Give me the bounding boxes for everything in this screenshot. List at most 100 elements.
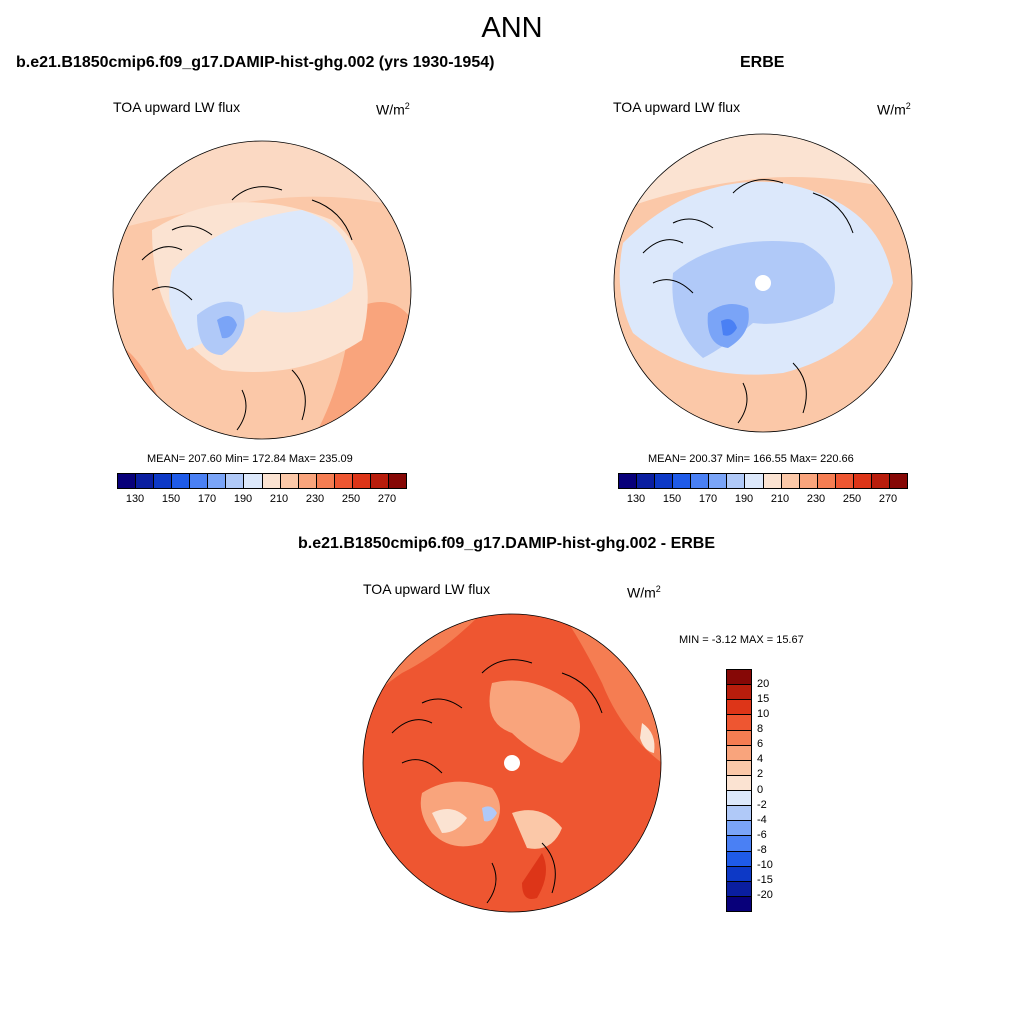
panel2-colorbar-box	[709, 474, 728, 488]
panel1-colorbar-tick-label: 230	[305, 493, 325, 505]
panel1-colorbar-box	[262, 474, 281, 488]
panel3-colorbar-box	[727, 836, 751, 852]
panel2-colorbar-box	[691, 474, 710, 488]
panel1-colorbar-box	[316, 474, 335, 488]
panel3-colorbar-box	[727, 745, 751, 761]
panel2-stats: MEAN= 200.37 Min= 166.55 Max= 220.66	[648, 453, 854, 465]
panel3-colorbar-tick-label: 0	[757, 783, 764, 796]
panel3-colorbar-tick-label: 2	[757, 768, 764, 781]
panel3-colorbar-box	[727, 866, 751, 882]
panel3-colorbar-tick-label: -2	[757, 798, 767, 811]
panel3-colorbar-tick-label: -20	[757, 888, 773, 901]
panel1-field-label: TOA upward LW flux	[113, 99, 241, 115]
panel3-colorbar-box	[727, 760, 751, 776]
panel1-colorbar-tick-label: 210	[269, 493, 289, 505]
panel2-colorbar-tick-label: 250	[842, 493, 862, 505]
panel1-colorbar	[117, 473, 407, 489]
panel1-colorbar-box	[334, 474, 353, 488]
panel2-colorbar-box	[853, 474, 872, 488]
panel2-colorbar-box	[637, 474, 656, 488]
panel3-colorbar-tick-label: -6	[757, 828, 767, 841]
panel1-stats: MEAN= 207.60 Min= 172.84 Max= 235.09	[147, 453, 353, 465]
panel3-stats: MIN = -3.12 MAX = 15.67	[679, 634, 804, 646]
panel3-colorbar-box	[727, 851, 751, 867]
panel1-colorbar-tick-label: 270	[377, 493, 397, 505]
panel3-colorbar-box	[727, 685, 751, 701]
panel3-colorbar-ticks: 20 15 10 8 6 4 2 0 -2 -4 -6 -8 -10 -15 -20	[757, 669, 797, 910]
panel3-polar-map	[362, 613, 662, 913]
panel1-colorbar-tick-label: 190	[233, 493, 253, 505]
panel2-colorbar-tick-label: 210	[770, 493, 790, 505]
panel3-colorbar-box	[727, 806, 751, 822]
panel2-colorbar-box	[871, 474, 890, 488]
panel1-colorbar-box	[388, 474, 406, 488]
panel1-colorbar-tick-label: 130	[125, 493, 145, 505]
panel2-colorbar-box	[817, 474, 836, 488]
panel2-field-label: TOA upward LW flux	[613, 99, 741, 115]
panel1-colorbar-box	[370, 474, 389, 488]
panel2-colorbar-box	[619, 474, 638, 488]
panel1-colorbar-tick-label: 150	[161, 493, 181, 505]
panel3-colorbar-box	[727, 730, 751, 746]
panel1-colorbar-box	[136, 474, 155, 488]
panel1-colorbar-box	[352, 474, 371, 488]
panel1-colorbar-box	[172, 474, 191, 488]
panel3-colorbar-tick-label: -15	[757, 873, 773, 886]
panel3-colorbar-box	[727, 775, 751, 791]
main-title: ANN	[481, 12, 543, 44]
panel2-polar-map	[613, 133, 913, 433]
panel1-colorbar-box	[298, 474, 317, 488]
panel2-colorbar-box	[799, 474, 818, 488]
panel1-colorbar-tick-label: 250	[341, 493, 361, 505]
panel3-colorbar-box	[727, 896, 751, 911]
panel1-colorbar-tick-label: 170	[197, 493, 217, 505]
panel2-colorbar-box	[727, 474, 746, 488]
panel3-colorbar-tick-label: 15	[757, 693, 770, 706]
panel3-units: W/m2	[627, 584, 661, 601]
panel1-colorbar-box	[154, 474, 173, 488]
panel1-title: b.e21.B1850cmip6.f09_g17.DAMIP-hist-ghg.…	[16, 54, 495, 71]
panel3-colorbar-box	[727, 821, 751, 837]
panel2-colorbar-tick-label: 270	[878, 493, 898, 505]
panel3-colorbar-tick-label: -8	[757, 843, 767, 856]
panel1-polar-map	[112, 140, 412, 440]
panel1-colorbar-box	[118, 474, 137, 488]
panel1-colorbar-ticks: 130 150 170 190 210 230 250 270	[117, 493, 405, 507]
panel2-colorbar-box	[781, 474, 800, 488]
panel2-colorbar-box	[745, 474, 764, 488]
panel3-colorbar-tick-label: 8	[757, 723, 764, 736]
panel1-colorbar-box	[190, 474, 209, 488]
panel3-colorbar-tick-label: -10	[757, 858, 773, 871]
panel3-colorbar	[726, 669, 752, 912]
panel3-colorbar-tick-label: 10	[757, 708, 770, 721]
panel2-colorbar-tick-label: 170	[698, 493, 718, 505]
panel2-colorbar-box	[763, 474, 782, 488]
panel3-field-label: TOA upward LW flux	[363, 581, 491, 597]
panel2-colorbar-tick-label: 230	[806, 493, 826, 505]
panel2-colorbar-tick-label: 150	[662, 493, 682, 505]
panel2-colorbar-box	[889, 474, 907, 488]
panel3-colorbar-box	[727, 700, 751, 716]
panel2-colorbar-box	[835, 474, 854, 488]
panel3-title: b.e21.B1850cmip6.f09_g17.DAMIP-hist-ghg.…	[298, 535, 716, 552]
panel2-units: W/m2	[877, 101, 911, 118]
panel2-title: ERBE	[740, 54, 785, 71]
panel2-colorbar	[618, 473, 908, 489]
panel2-colorbar-box	[673, 474, 692, 488]
panel1-colorbar-box	[208, 474, 227, 488]
panel3-colorbar-tick-label: 4	[757, 753, 764, 766]
panel2-colorbar-box	[655, 474, 674, 488]
panel3-colorbar-tick-label: 20	[757, 678, 770, 691]
panel2-colorbar-ticks: 130 150 170 190 210 230 250 270	[618, 493, 906, 507]
panel3-colorbar-tick-label: -4	[757, 813, 767, 826]
panel2-colorbar-tick-label: 190	[734, 493, 754, 505]
panel3-colorbar-box	[727, 791, 751, 807]
panel3-colorbar-tick-label: 6	[757, 738, 764, 751]
panel1-colorbar-box	[244, 474, 263, 488]
panel3-colorbar-box	[727, 881, 751, 897]
panel3-colorbar-box	[727, 715, 751, 731]
panel2-colorbar-tick-label: 130	[626, 493, 646, 505]
panel1-colorbar-box	[226, 474, 245, 488]
panel1-colorbar-box	[280, 474, 299, 488]
panel3-colorbar-box	[727, 670, 751, 686]
